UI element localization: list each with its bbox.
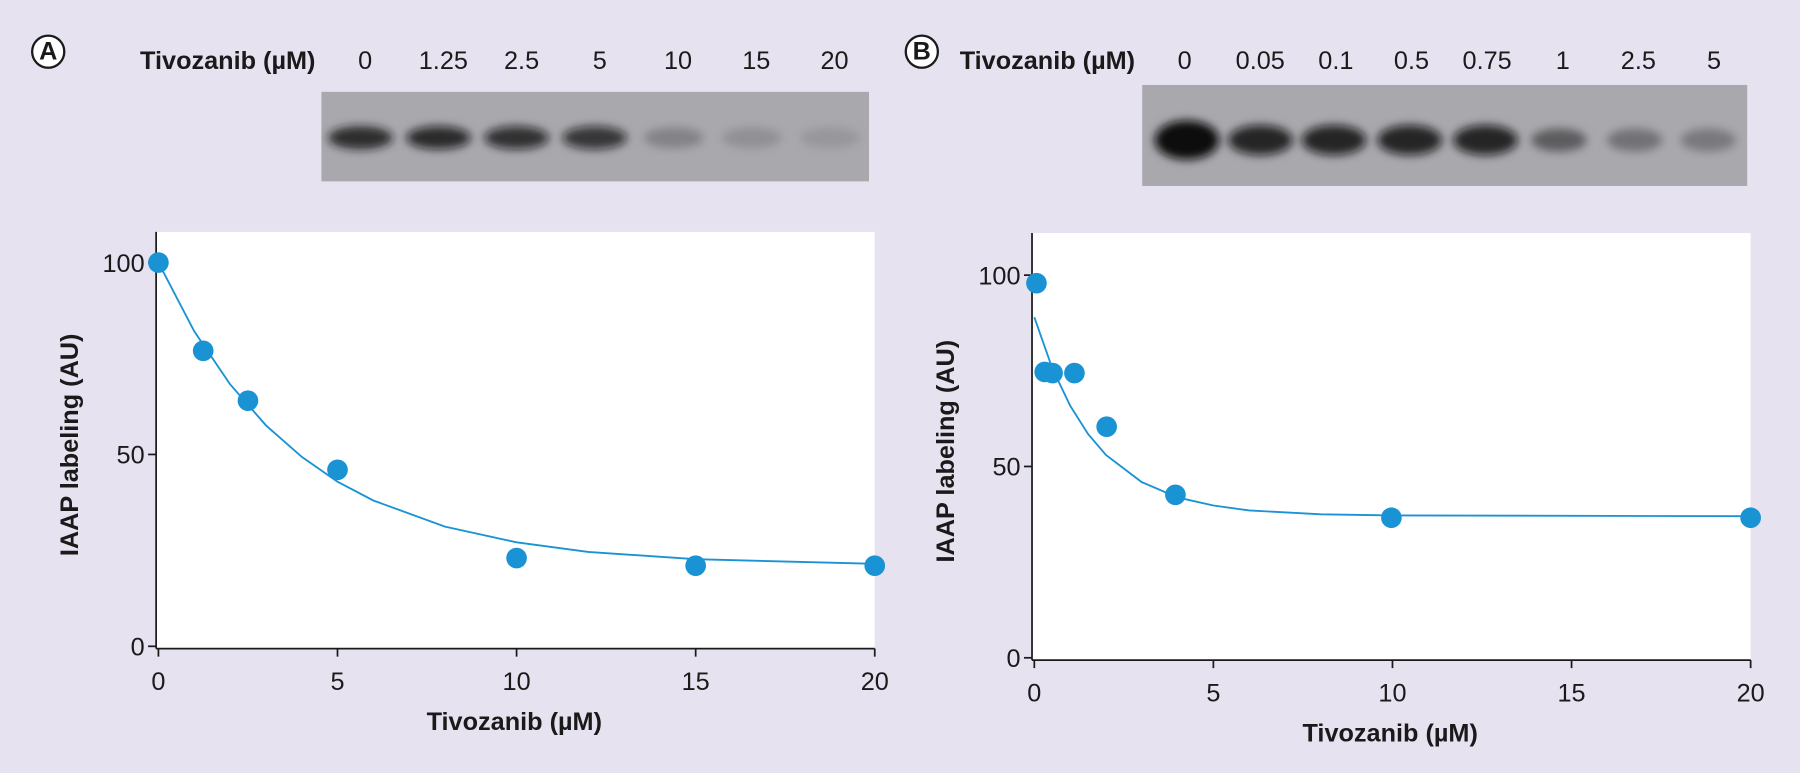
y-tick-label: 100 [103,250,145,278]
x-axis-label: Tivozanib (µM) [427,708,602,736]
y-tick-label: 0 [131,633,145,661]
y-tick-label: 50 [992,454,1020,482]
gel-label: Tivozanib (µM) [960,47,1135,75]
data-point [237,390,259,412]
data-point [1096,416,1117,437]
data-point [1042,362,1063,384]
lane-label: 2.5 [1621,47,1656,75]
data-point [1381,507,1402,529]
y-tick-label: 100 [978,262,1020,290]
y-tick-label: 0 [1006,645,1020,673]
lane-label: 5 [1707,47,1721,75]
plot-area [156,231,875,649]
y-axis-label: IAAP labeling (AU) [56,334,84,557]
panel-label-circle [30,34,66,69]
plot-area [1032,233,1751,661]
x-tick-label: 20 [861,668,889,696]
y-axis-label: IAAP labeling (AU) [932,340,960,563]
data-point [192,340,214,362]
lane-label: 0.75 [1463,47,1512,75]
x-tick-label: 15 [1558,679,1586,707]
lane-label: 5 [593,47,607,75]
x-tick-label: 5 [330,668,344,696]
data-point [1740,507,1761,529]
lane-label: 1 [1556,47,1570,75]
lane-label: 0.5 [1394,47,1429,75]
x-tick-label: 10 [503,668,531,696]
panel-label: A [39,38,57,66]
lane-label: 20 [820,47,848,75]
data-point [685,555,706,577]
y-tick-label: 50 [117,442,145,470]
data-point [1026,272,1047,294]
x-tick-label: 20 [1737,679,1765,707]
panel-label: B [913,38,931,66]
lane-label: 15 [742,47,770,75]
data-point [864,555,886,577]
data-point [506,547,527,569]
x-tick-label: 0 [1027,679,1041,707]
x-tick-label: 5 [1206,679,1220,707]
data-point [1064,362,1085,384]
fit-curve [1033,316,1751,518]
fit-curve [157,262,875,565]
x-axis-label: Tivozanib (µM) [1302,720,1477,748]
lane-label: 10 [664,47,692,75]
gel-image [321,91,870,182]
x-tick-label: 10 [1378,679,1406,707]
lane-label: 0.1 [1318,47,1353,75]
data-point [327,459,348,481]
gel-image [1142,84,1748,186]
x-tick-label: 0 [151,668,165,696]
gel-label: Tivozanib (µM) [140,47,315,75]
x-tick-label: 15 [682,668,710,696]
lane-label: 2.5 [504,47,539,75]
panel-label-circle [904,34,940,69]
lane-label: 1.25 [419,47,468,75]
lane-label: 0 [358,47,372,75]
lane-label: 0 [1178,47,1192,75]
lane-label: 0.05 [1236,47,1285,75]
data-point [1165,484,1186,506]
